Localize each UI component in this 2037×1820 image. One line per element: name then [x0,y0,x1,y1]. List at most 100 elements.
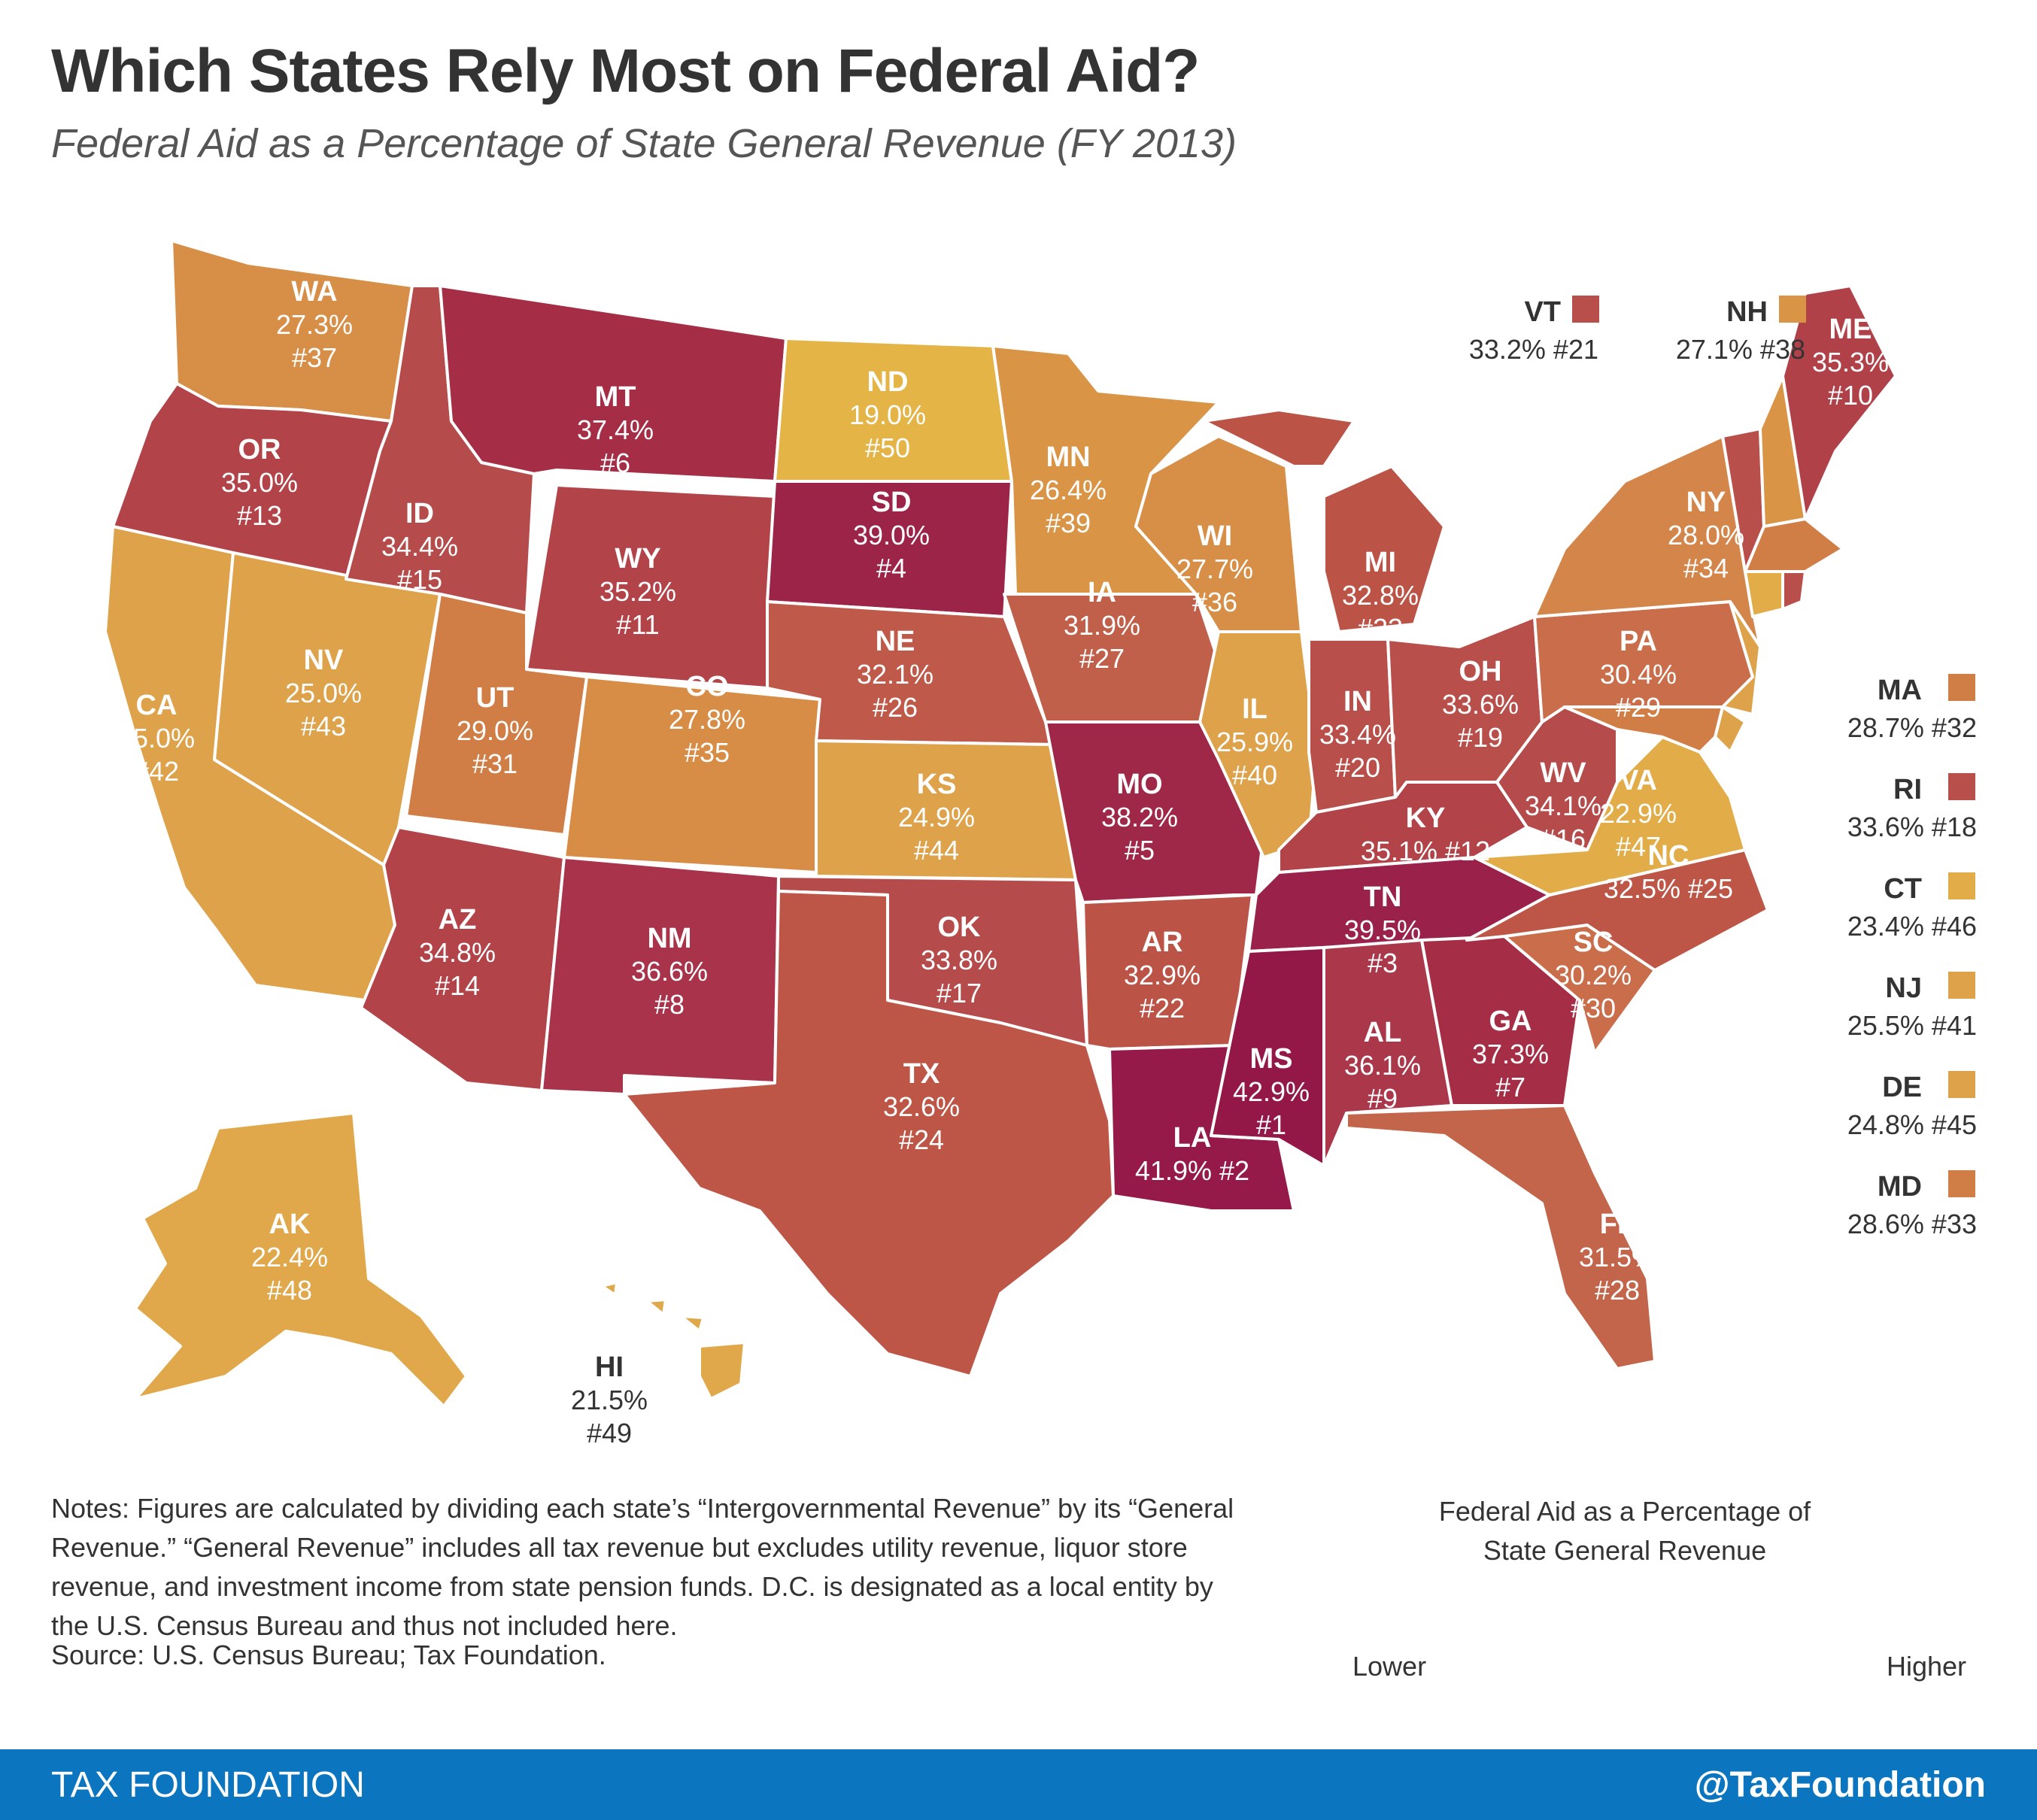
callout-value: 24.8% #45 [1847,1109,1977,1140]
state-abbr: PA [1620,626,1657,657]
callout-swatch [1948,972,1975,999]
state-rank: #17 [937,978,982,1009]
state-abbr: VA [1620,765,1657,796]
state-abbr: ID [405,498,434,529]
state-rank: #14 [435,970,480,1001]
state-abbr: WV [1540,757,1586,789]
callout-value: 23.4% #46 [1847,911,1977,942]
state-abbr: HI [595,1351,624,1383]
state-abbr: MN [1046,441,1090,473]
state-rank: #47 [1616,831,1661,862]
state-value: 31.5% [1579,1242,1656,1272]
state-ms[interactable] [1210,946,1325,1167]
footer-handle[interactable]: @TaxFoundation [1694,1765,1986,1805]
state-value: 37.3% [1472,1039,1549,1069]
state-abbr: IA [1088,577,1116,608]
state-value: 39.0% [853,520,930,551]
state-rank: #20 [1335,752,1380,783]
state-rank: #35 [685,737,730,768]
state-value: 33.8% [921,945,997,975]
callout-ct: CT 23.4% #46 [1847,872,1977,942]
state-hi[interactable] [600,1281,746,1400]
state-rank: #13 [237,500,282,531]
notes: Notes: Figures are calculated by dividin… [51,1493,1234,1641]
state-value: 32.6% [883,1091,960,1122]
state-rank: #6 [600,447,630,478]
state-value: 32.9% [1124,960,1201,990]
state-value: 36.1% [1344,1050,1421,1081]
footer-bar: TAX FOUNDATION @TaxFoundation [0,1749,2037,1820]
state-ct[interactable] [1744,570,1784,618]
state-nj[interactable] [1721,600,1762,716]
state-rank: #34 [1683,553,1729,584]
state-value: 24.9% [898,802,975,833]
state-abbr: ND [867,366,909,398]
state-rank: #16 [1541,824,1586,854]
state-abbr: IL [1242,693,1267,725]
callout-abbr: MD [1878,1171,1922,1203]
state-rank: #31 [472,748,518,779]
state-mi[interactable] [1202,408,1446,633]
state-value: 41.9% #2 [1135,1155,1249,1186]
state-abbr: UT [476,682,515,714]
state-rank: #4 [876,553,906,584]
state-value: 32.1% [857,659,933,690]
state-ak[interactable] [134,1112,468,1408]
state-value: 25.0% [118,723,195,754]
callout-nj: NJ 25.5% #41 [1847,972,1977,1041]
state-fl[interactable] [1345,1104,1656,1370]
state-abbr: AK [269,1209,311,1240]
state-abbr: IN [1343,686,1372,717]
state-md[interactable] [1563,705,1724,754]
state-rank: #11 [616,609,659,640]
callout-value: 33.2% #21 [1469,334,1598,365]
state-value: 42.9% [1233,1076,1310,1107]
state-al[interactable] [1322,939,1453,1167]
footer-brand[interactable]: TAX FOUNDATION [51,1765,365,1805]
callout-swatch [1948,674,1975,701]
state-abbr: LA [1173,1122,1212,1154]
state-value: 22.4% [251,1242,328,1272]
state-value: 32.5% #25 [1604,873,1733,904]
state-abbr: WY [615,543,660,575]
page-title: Which States Rely Most on Federal Aid? [51,37,1200,105]
state-rank: #30 [1571,993,1616,1024]
state-value: 27.8% [669,704,745,735]
state-abbr: NC [1648,840,1689,872]
callout-vt: VT 33.2% #21 [1469,296,1599,365]
state-abbr: KY [1406,802,1446,834]
callout-abbr: MA [1878,675,1922,706]
state-value: 35.1% #12 [1361,836,1490,866]
state-value: 34.4% [381,531,458,562]
state-rank: #7 [1495,1072,1525,1103]
state-abbr: NY [1686,487,1726,518]
callout-swatch [1948,1071,1975,1098]
state-tx[interactable] [623,890,1115,1378]
state-value: 19.0% [849,399,926,430]
state-value: 36.6% [631,956,708,987]
state-ri[interactable] [1781,570,1807,611]
state-abbr: KS [917,769,957,800]
state-value: 38.2% [1101,802,1178,833]
